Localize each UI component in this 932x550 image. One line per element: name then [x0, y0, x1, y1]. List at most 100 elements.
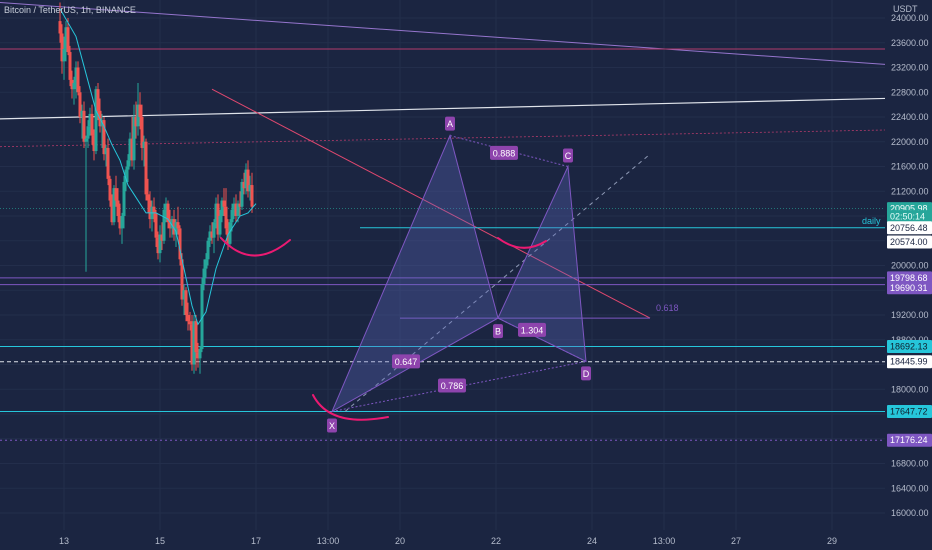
fib-level-label: 0.618	[656, 303, 679, 313]
price-label-bg	[887, 405, 932, 419]
pattern-labels: X A B C D 0.888 0.647 0.786 1.304	[327, 116, 591, 433]
price-label-bg	[887, 355, 932, 369]
candle-body	[118, 216, 122, 229]
candle-body	[180, 259, 184, 300]
candle-body	[206, 240, 210, 260]
candle-body	[110, 200, 114, 223]
candle-body	[140, 117, 144, 148]
support-curve	[497, 237, 547, 249]
candle-body	[248, 185, 252, 192]
price-label: 19690.31	[890, 283, 928, 293]
candle-body	[72, 82, 76, 90]
candle-body	[188, 321, 192, 325]
candle-body	[82, 110, 86, 142]
candle-body	[218, 216, 222, 235]
candle-body	[220, 200, 224, 216]
ratio-label: 0.786	[441, 381, 464, 391]
candle-body	[106, 147, 110, 179]
candle-body	[88, 113, 92, 127]
price-tick: 21200.00	[891, 186, 929, 196]
price-tick: 22000.00	[891, 137, 929, 147]
candle-body	[224, 206, 228, 229]
pattern-point-x: X	[329, 421, 335, 431]
candle-body	[102, 120, 106, 155]
price-label: 17176.24	[890, 435, 928, 445]
candle-body	[210, 231, 214, 238]
grid	[0, 0, 885, 530]
price-label: 02:50:14	[890, 212, 925, 222]
candle-body	[74, 67, 78, 83]
candle-body	[60, 33, 64, 62]
candle-body	[236, 203, 240, 216]
pattern-triangle-xab	[330, 134, 499, 413]
candle-body	[196, 352, 200, 359]
ratio-label-bg	[518, 322, 546, 337]
pattern-point-a: A	[447, 119, 453, 129]
candle-body	[200, 284, 204, 350]
ratio-label: 1.304	[521, 325, 544, 335]
pattern-point-b: B	[495, 327, 501, 337]
price-tick: 16000.00	[891, 508, 929, 518]
trend-line	[211, 88, 651, 319]
candle-body	[58, 21, 62, 34]
pattern-point-b-bg	[493, 324, 503, 339]
candle-body	[228, 222, 232, 244]
candle-body	[80, 110, 84, 117]
price-label: 20756.48	[890, 223, 928, 233]
candle-body	[250, 185, 254, 207]
price-axis[interactable]: 16000.0016400.0016800.0017200.0017600.00…	[885, 0, 932, 550]
candle-body	[148, 200, 152, 220]
candle-body	[240, 181, 244, 207]
price-tick: 23200.00	[891, 63, 929, 73]
candle-body	[112, 188, 116, 223]
candle-body	[90, 113, 94, 136]
pattern-point-c: C	[565, 151, 572, 161]
candles	[58, 2, 254, 374]
time-tick: 20	[395, 536, 405, 546]
candle-body	[138, 104, 142, 117]
ma-line	[59, 8, 257, 326]
price-label-bg	[887, 433, 932, 447]
candle-body	[116, 200, 120, 216]
candle-body	[132, 117, 136, 161]
pattern-point-d-bg	[581, 366, 591, 381]
candle-body	[184, 290, 188, 315]
candle-body	[244, 169, 248, 189]
price-label-bg	[887, 281, 932, 295]
candle-body	[146, 194, 150, 201]
candle-body	[128, 138, 132, 161]
time-tick: 22	[491, 536, 501, 546]
time-tick: 29	[827, 536, 837, 546]
ratio-label-bg	[438, 378, 466, 393]
candle-body	[190, 324, 194, 365]
candle-body	[124, 169, 128, 182]
time-tick: 17	[251, 536, 261, 546]
price-label-bg	[887, 210, 932, 224]
candle-body	[176, 222, 180, 229]
candle-body	[142, 141, 146, 148]
ratio-label-bg	[490, 145, 518, 160]
candle-body	[164, 203, 168, 210]
candle-body	[212, 222, 216, 238]
price-label-bg	[887, 235, 932, 249]
time-axis[interactable]: 13 15 17 13:00 20 22 24 13:00 27 29	[0, 530, 885, 550]
price-tick: 18000.00	[891, 384, 929, 394]
price-tick: 19200.00	[891, 310, 929, 320]
pattern-point-x-bg	[327, 418, 337, 433]
price-tick: 18800.00	[891, 335, 929, 345]
candle-body	[96, 89, 100, 111]
candle-body	[120, 216, 124, 229]
trend-line	[0, 97, 886, 120]
candle-body	[134, 117, 138, 127]
candle-body	[62, 48, 66, 62]
ratio-label-bg	[392, 354, 420, 369]
candle-body	[114, 188, 118, 201]
candle-body	[226, 228, 230, 244]
candle-body	[104, 147, 108, 155]
pattern-point-d: D	[583, 369, 590, 379]
harmonic-pattern[interactable]	[330, 134, 587, 413]
ratio-label: 0.888	[493, 148, 516, 158]
drawing-lines	[0, 2, 886, 441]
candle-body	[154, 212, 158, 238]
